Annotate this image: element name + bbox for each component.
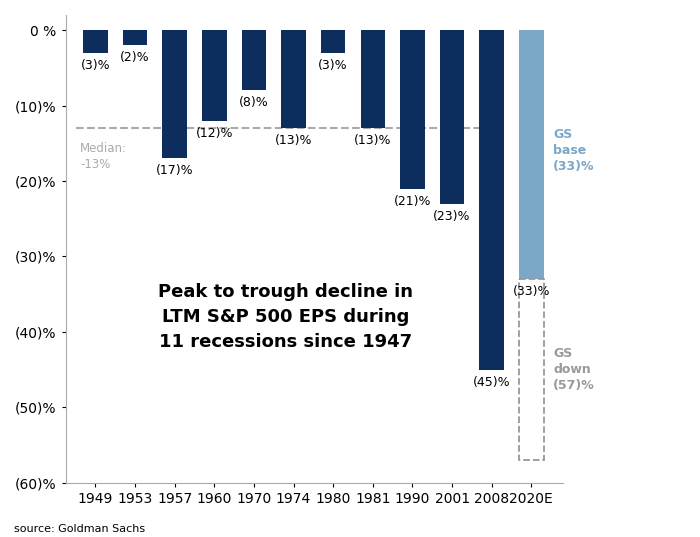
Text: (2)%: (2)%: [120, 51, 150, 64]
Bar: [122, 30, 147, 45]
Text: Peak to trough decline in
LTM S&P 500 EPS during
11 recessions since 1947: Peak to trough decline in LTM S&P 500 EP…: [158, 283, 413, 351]
Bar: [360, 30, 385, 128]
Text: (17)%: (17)%: [156, 164, 193, 177]
Text: source: Goldman Sachs: source: Goldman Sachs: [14, 524, 145, 534]
Text: (21)%: (21)%: [393, 194, 431, 208]
Text: (3)%: (3)%: [80, 59, 110, 72]
Text: (12)%: (12)%: [195, 127, 233, 140]
Text: (45)%: (45)%: [473, 376, 510, 389]
Bar: [321, 30, 346, 53]
Text: (13)%: (13)%: [354, 134, 391, 147]
Bar: [400, 30, 425, 188]
Bar: [281, 30, 306, 128]
Bar: [202, 30, 227, 121]
Text: GS
base
(33)%: GS base (33)%: [553, 128, 594, 173]
Text: (3)%: (3)%: [318, 59, 348, 72]
Bar: [519, 30, 544, 279]
Text: GS
down
(57)%: GS down (57)%: [553, 347, 595, 392]
Bar: [480, 30, 504, 369]
Text: (33)%: (33)%: [512, 285, 550, 298]
Text: (8)%: (8)%: [239, 97, 269, 110]
Text: (13)%: (13)%: [275, 134, 312, 147]
Bar: [440, 30, 464, 204]
Text: (23)%: (23)%: [433, 209, 471, 223]
Bar: [241, 30, 266, 90]
Bar: [519, 279, 544, 460]
Text: Median:
-13%: Median: -13%: [80, 142, 127, 171]
Bar: [83, 30, 108, 53]
Bar: [162, 30, 187, 158]
